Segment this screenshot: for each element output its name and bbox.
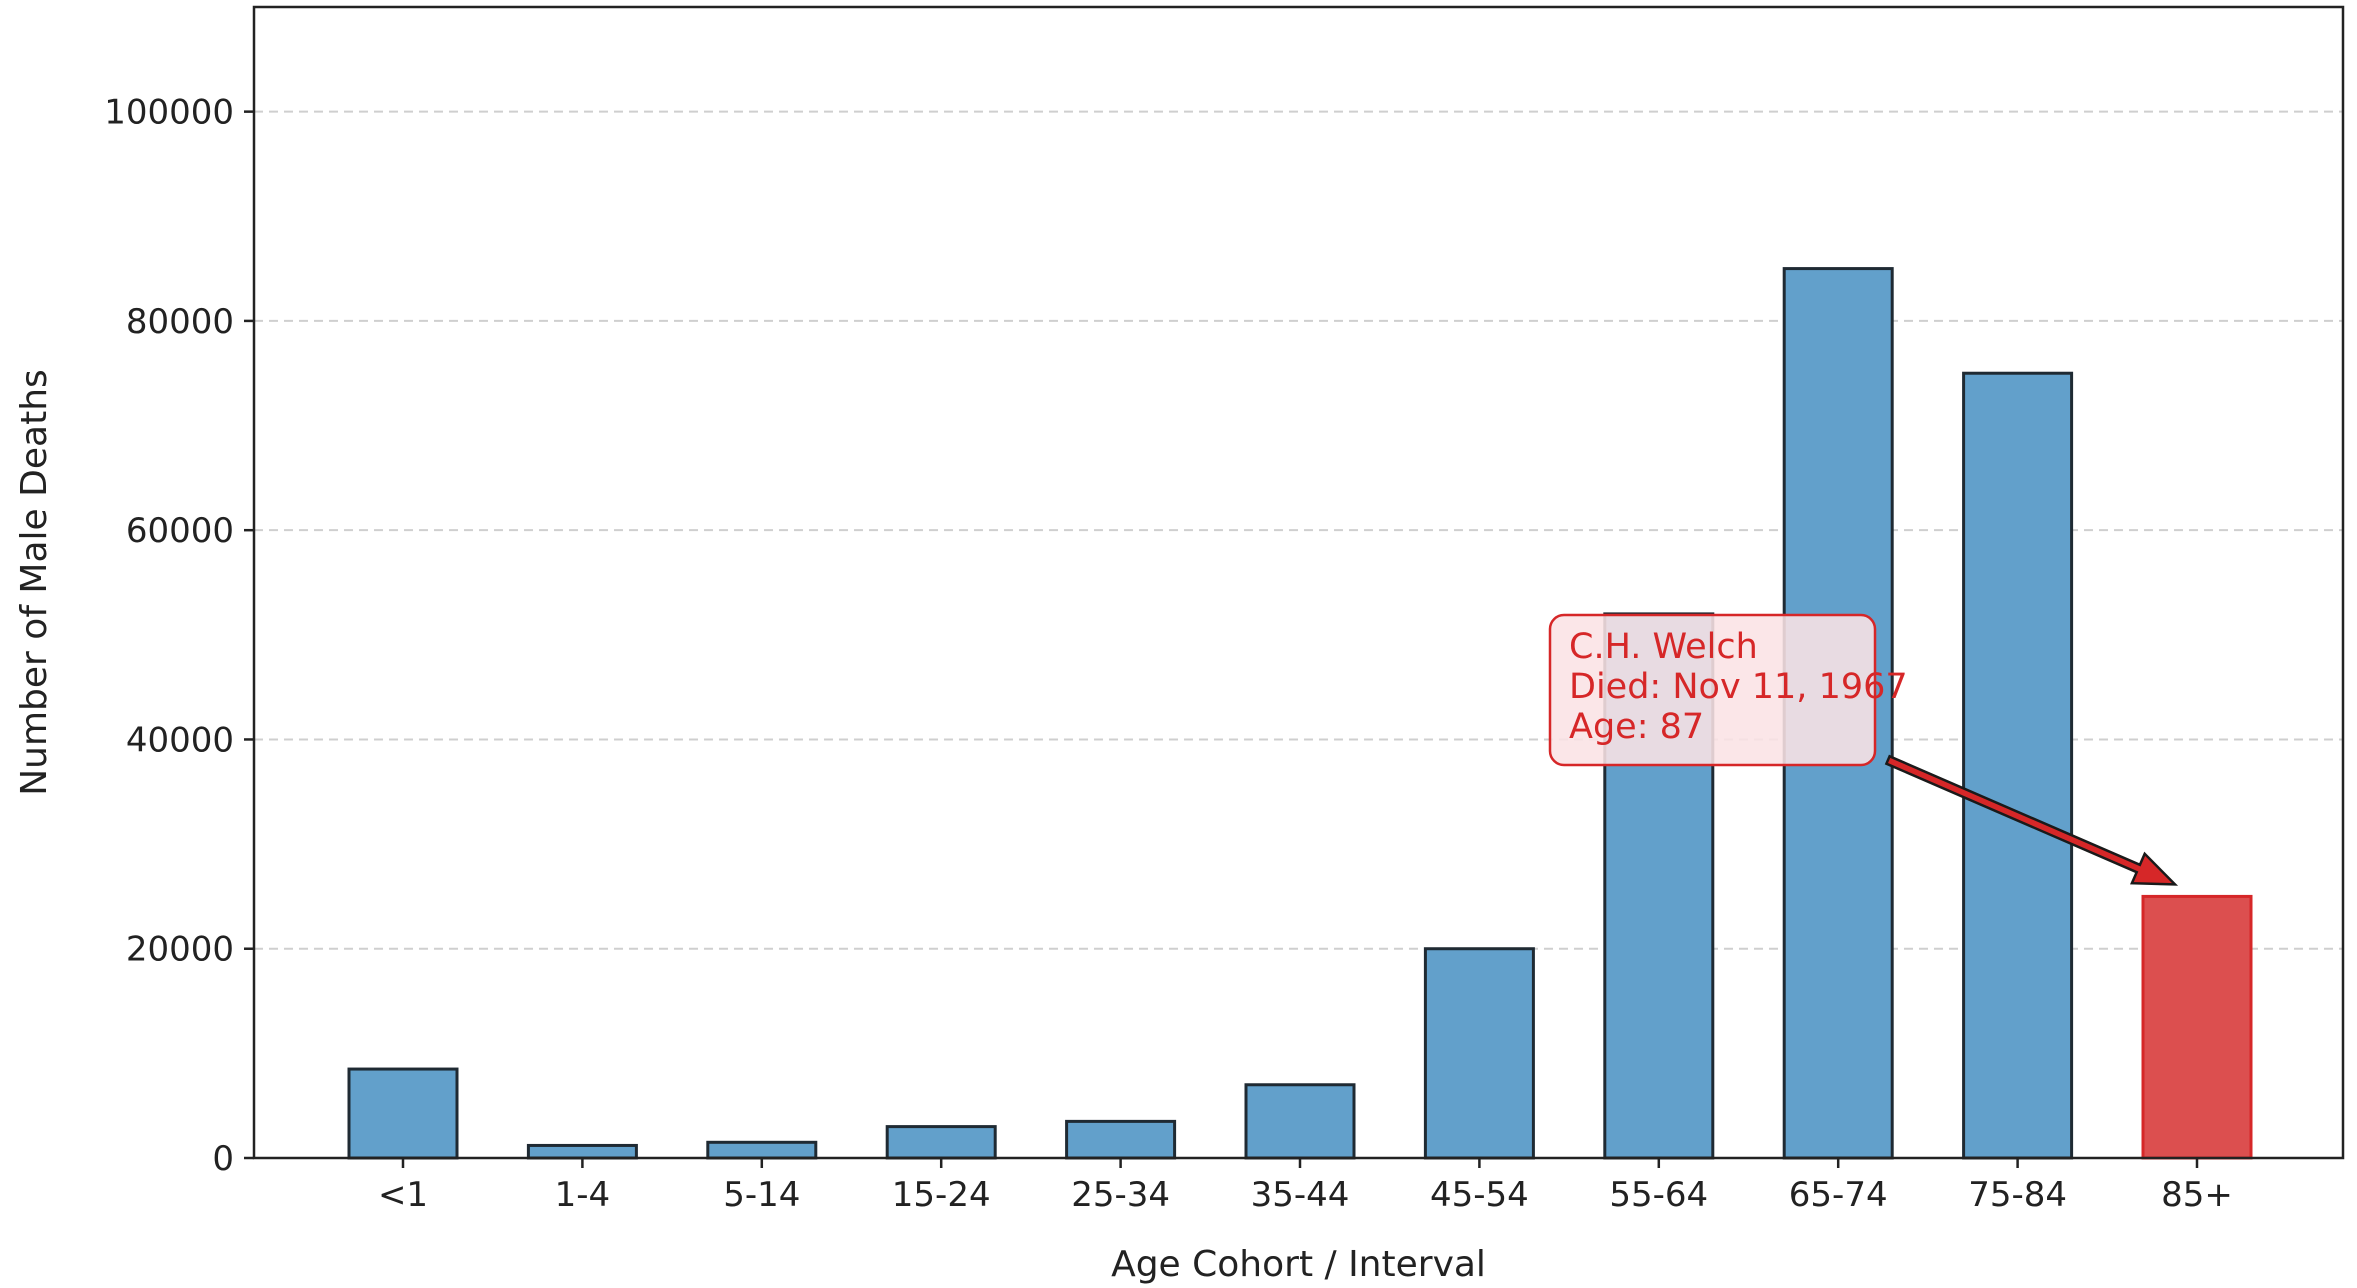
bar [526, 1143, 638, 1160]
y-tick-label: 40000 [126, 720, 234, 760]
axes [252, 5, 2345, 1160]
bar [347, 1067, 459, 1160]
bar [1423, 947, 1535, 1160]
x-tick-label: 55-64 [1609, 1175, 1708, 1215]
annotation-line: C.H. Welch [1569, 627, 1758, 667]
bar [1962, 371, 2074, 1160]
x-tick-label: 25-34 [1071, 1175, 1170, 1215]
bar [1244, 1083, 1356, 1160]
x-tick-label: 45-54 [1430, 1175, 1529, 1215]
y-tick-label: 100000 [104, 93, 234, 133]
y-tick-label: 20000 [126, 930, 234, 970]
x-ticks: <1 1-4 5-14 15-24 25-34 35-44 45-54 55-64 65-74 7… [378, 1158, 2233, 1215]
x-axis-label: Age Cohort / Interval [1111, 1244, 1486, 1285]
y-axis-label: Number of Male Deaths [14, 369, 55, 796]
x-tick-label: 15-24 [892, 1175, 991, 1215]
plot-frame [252, 5, 2345, 1160]
bar-highlighted [2141, 894, 2253, 1160]
annotation-box [1548, 613, 1877, 767]
bar [885, 1125, 997, 1160]
bars [347, 267, 2253, 1160]
x-tick-label: 1-4 [555, 1175, 611, 1215]
x-tick-label: 75-84 [1968, 1175, 2067, 1215]
y-tick-label: 0 [212, 1139, 234, 1179]
bar [1065, 1119, 1177, 1160]
annotation-line: Died: Nov 11, 1967 [1569, 667, 1908, 707]
x-tick-label: 65-74 [1789, 1175, 1888, 1215]
x-tick-label: 5-14 [723, 1175, 800, 1215]
annotation-line: Age: 87 [1569, 707, 1704, 747]
y-ticks: 0 20000 40000 60000 80000 100000 [104, 93, 254, 1179]
y-tick-label: 80000 [126, 302, 234, 342]
bar [706, 1140, 818, 1160]
y-tick-label: 60000 [126, 511, 234, 551]
x-tick-label: <1 [378, 1175, 428, 1215]
x-tick-label: 35-44 [1251, 1175, 1350, 1215]
annotation-arrow [1884, 754, 2179, 886]
x-tick-label: 85+ [2161, 1175, 2233, 1215]
